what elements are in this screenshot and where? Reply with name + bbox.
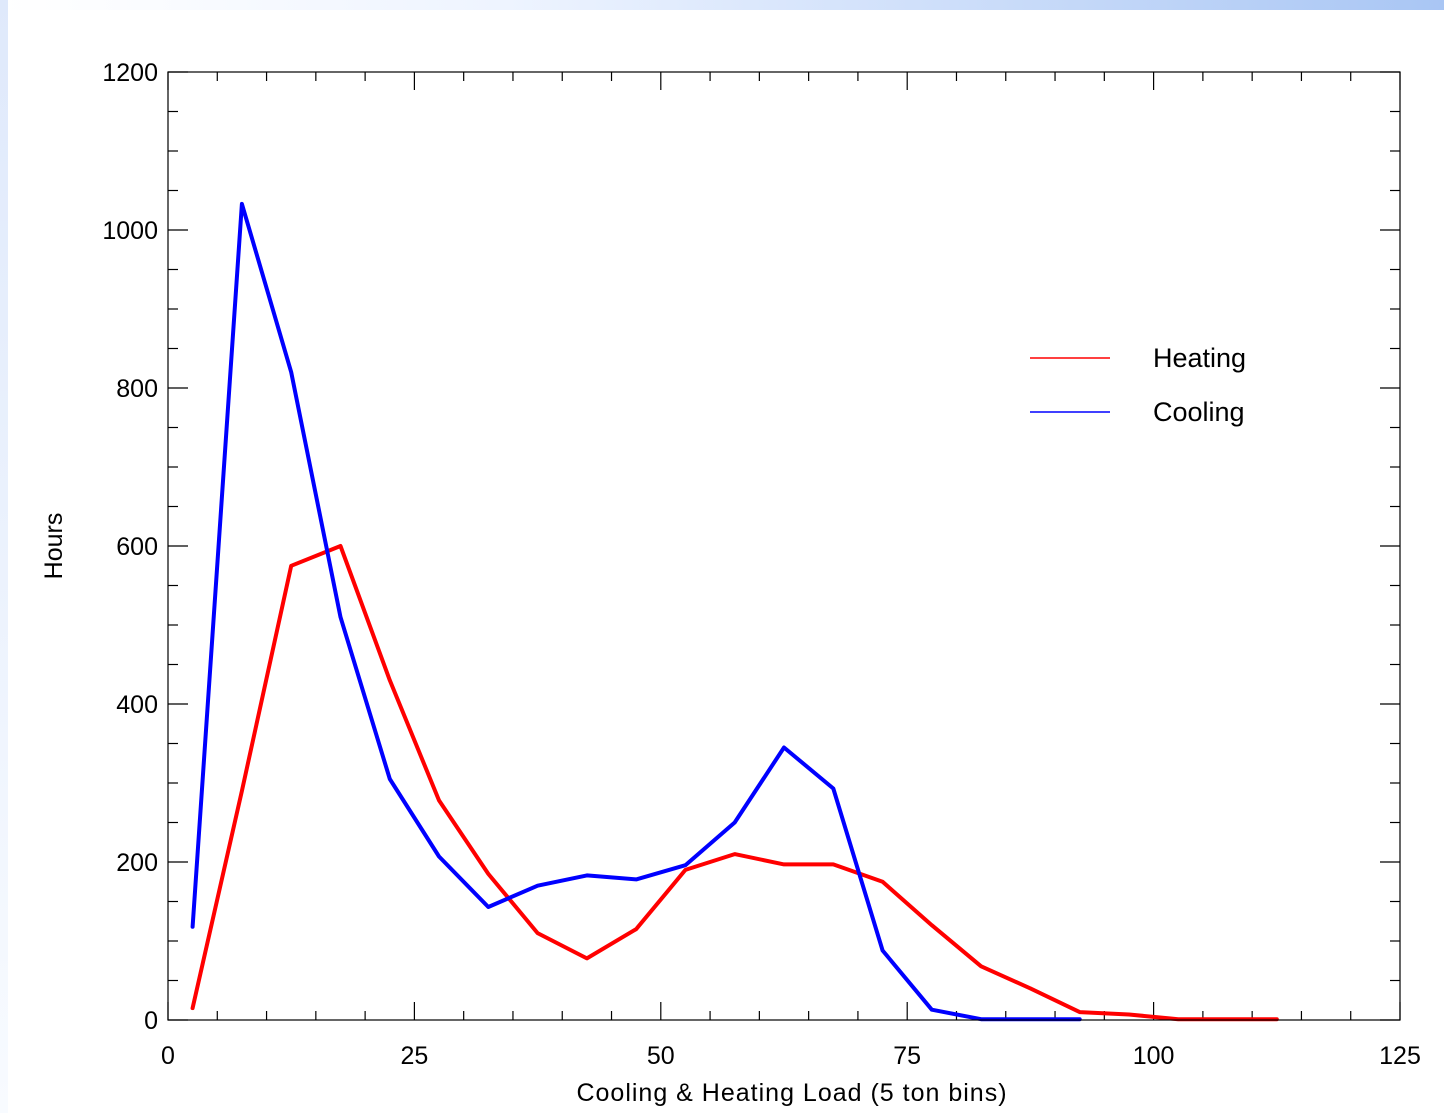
data-point-cooling: [338, 615, 343, 619]
x-tick-label: 50: [647, 1042, 675, 1070]
decorative-left-band: [0, 0, 8, 1113]
x-tick-label: 75: [893, 1042, 921, 1070]
data-point-heating: [880, 880, 885, 884]
x-tick-label: 125: [1379, 1042, 1421, 1070]
data-point-cooling: [240, 202, 244, 206]
data-point-heating: [930, 923, 934, 927]
data-point-heating: [388, 678, 392, 682]
y-tick-label: 600: [116, 533, 158, 561]
x-tick-label: 100: [1133, 1042, 1175, 1070]
decorative-top-band: [0, 0, 1444, 10]
data-point-cooling: [634, 877, 638, 881]
data-point-cooling: [782, 745, 786, 750]
data-point-cooling: [388, 777, 392, 781]
data-point-heating: [585, 956, 589, 960]
legend-label-cooling: Cooling: [1153, 397, 1245, 427]
y-tick-label: 800: [116, 375, 158, 403]
data-point-heating: [831, 862, 835, 866]
data-point-cooling: [289, 370, 293, 374]
data-point-heating: [437, 798, 441, 802]
x-axis-label: Cooling & Heating Load (5 ton bins): [576, 1079, 1007, 1107]
y-tick-label: 1000: [102, 217, 158, 245]
data-point-heating: [1028, 986, 1032, 991]
y-tick-label: 0: [144, 1007, 158, 1035]
data-point-cooling: [437, 854, 441, 859]
data-point-heating: [683, 868, 688, 872]
axis-ticks: [167, 71, 1401, 1021]
data-point-heating: [782, 862, 786, 866]
y-tick-label: 1200: [102, 59, 158, 87]
x-tick-label: 0: [161, 1042, 175, 1070]
y-tick-label: 200: [116, 849, 158, 877]
y-tick-label: 400: [116, 691, 158, 719]
data-point-cooling: [880, 948, 885, 953]
data-point-heating: [979, 964, 983, 968]
data-point-cooling: [831, 786, 835, 791]
data-point-heating: [634, 927, 638, 931]
data-point-cooling: [733, 820, 737, 825]
data-point-cooling: [486, 905, 490, 909]
data-point-heating: [536, 931, 540, 935]
data-point-heating: [289, 564, 293, 568]
data-point-heating: [486, 872, 490, 876]
series-line-cooling: [190, 201, 1082, 1022]
axis-tick-labels: 0 25 50 75 100 125 0 200 400 600 800 1000 1200: [102, 59, 1420, 1070]
data-point-heating: [191, 1006, 195, 1010]
x-tick-label: 25: [400, 1042, 428, 1070]
legend: Heating Cooling: [1030, 343, 1246, 427]
data-point-heating: [1078, 1010, 1082, 1014]
series-lines: [190, 201, 1279, 1022]
data-point-cooling: [191, 925, 195, 929]
y-axis-label: Hours: [40, 513, 68, 580]
data-point-cooling: [930, 1008, 934, 1012]
data-point-cooling: [536, 884, 540, 888]
data-point-heating: [338, 544, 343, 548]
series-line-heating: [190, 544, 1279, 1022]
data-point-cooling: [683, 863, 688, 867]
data-point-cooling: [585, 873, 589, 878]
legend-label-heating: Heating: [1153, 343, 1246, 373]
data-point-heating: [1127, 1012, 1131, 1017]
data-point-heating: [240, 789, 244, 793]
plot-frame: [167, 71, 1401, 1021]
data-point-heating: [733, 852, 737, 856]
